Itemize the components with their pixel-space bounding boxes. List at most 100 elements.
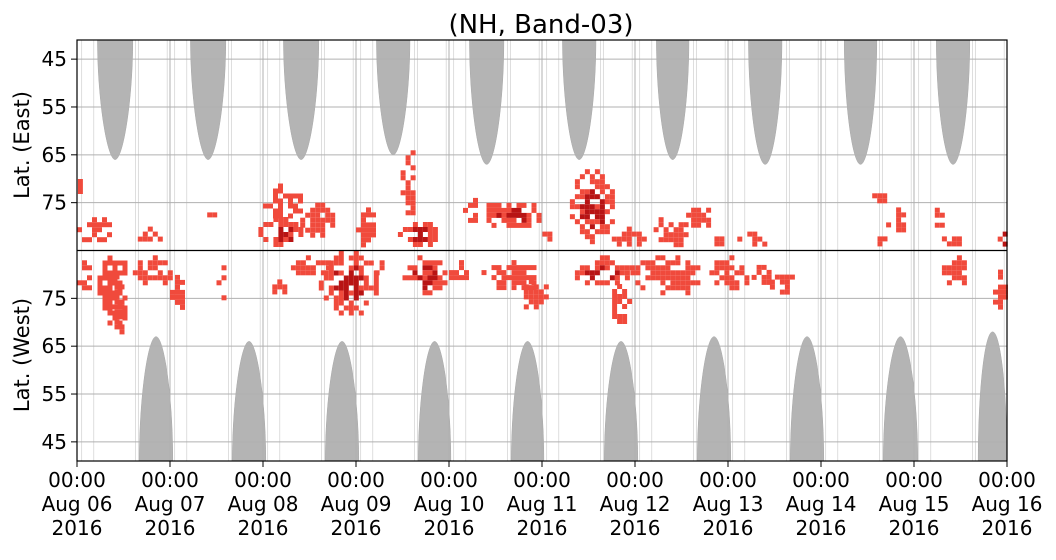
echo-cell bbox=[102, 295, 108, 301]
echo-cell bbox=[102, 237, 107, 243]
echo-cell bbox=[614, 275, 620, 281]
echo-cell bbox=[273, 213, 278, 219]
echo-cell bbox=[459, 265, 464, 271]
echo-cell bbox=[680, 280, 686, 286]
no-data-region-12 bbox=[232, 341, 267, 462]
echo-cell bbox=[278, 222, 284, 227]
echo-cell bbox=[107, 260, 113, 266]
x-tick-label: Aug 14 bbox=[786, 492, 857, 516]
echo-cluster-9 bbox=[207, 212, 218, 218]
echo-cell bbox=[273, 208, 278, 214]
echo-cell bbox=[142, 236, 148, 242]
x-tick-label: Aug 16 bbox=[972, 492, 1043, 516]
echo-cell bbox=[516, 222, 522, 228]
echo-cell bbox=[589, 189, 595, 195]
echo-cell bbox=[685, 285, 691, 291]
no-data-region-17 bbox=[697, 336, 732, 462]
echo-cell bbox=[599, 174, 605, 180]
echo-cell bbox=[574, 275, 580, 281]
echo-cell bbox=[696, 217, 702, 223]
echo-cell bbox=[599, 219, 605, 225]
echo-cell bbox=[175, 284, 180, 290]
echo-cell bbox=[323, 275, 329, 281]
echo-cell bbox=[464, 270, 469, 276]
echo-cell bbox=[574, 219, 580, 225]
echo-cell bbox=[330, 222, 336, 228]
echo-cell bbox=[526, 217, 532, 223]
echo-cell bbox=[665, 260, 671, 266]
echo-cell bbox=[87, 222, 92, 228]
echo-cell bbox=[167, 275, 173, 281]
echo-cell bbox=[282, 289, 288, 295]
echo-cell bbox=[142, 275, 148, 281]
echo-cell bbox=[491, 265, 497, 271]
echo-cell bbox=[107, 320, 113, 326]
echo-cell bbox=[119, 314, 125, 320]
echo-cell bbox=[112, 265, 118, 271]
echo-cell bbox=[305, 227, 311, 233]
echo-cell bbox=[422, 265, 428, 271]
echo-cell bbox=[320, 217, 326, 223]
echo-cell bbox=[137, 275, 143, 281]
echo-cell bbox=[363, 280, 369, 286]
echo-cell bbox=[310, 270, 316, 276]
echo-cell bbox=[102, 270, 108, 276]
echo-cell bbox=[655, 255, 661, 261]
echo-cell bbox=[427, 260, 433, 266]
echo-cell bbox=[670, 260, 676, 266]
echo-cell bbox=[660, 265, 666, 271]
echo-cell bbox=[729, 280, 735, 286]
echo-cell bbox=[175, 274, 180, 280]
echo-cell bbox=[599, 179, 605, 185]
echo-cell bbox=[579, 189, 585, 195]
echo-cluster-28 bbox=[569, 169, 615, 245]
echo-cell bbox=[410, 190, 416, 196]
echo-cell bbox=[263, 222, 269, 227]
echo-cell bbox=[934, 222, 940, 228]
echo-cell bbox=[87, 237, 92, 243]
echo-cell bbox=[114, 284, 120, 290]
echo-cell bbox=[516, 212, 522, 218]
echo-cell bbox=[538, 294, 544, 300]
echo-cell bbox=[673, 232, 679, 238]
echo-cell bbox=[353, 280, 359, 286]
echo-cell bbox=[521, 222, 527, 228]
echo-cell bbox=[506, 222, 512, 228]
echo-cluster-38 bbox=[751, 264, 772, 285]
echo-cell bbox=[675, 260, 681, 266]
echo-cell bbox=[310, 227, 316, 233]
echo-cell bbox=[273, 237, 279, 242]
echo-cell bbox=[417, 242, 423, 247]
echo-cluster-26 bbox=[523, 279, 549, 310]
echo-cell bbox=[626, 226, 632, 232]
echo-cell bbox=[473, 217, 478, 223]
echo-cell bbox=[951, 265, 957, 271]
echo-cell bbox=[293, 203, 298, 209]
echo-cell bbox=[273, 193, 278, 199]
echo-cell bbox=[119, 284, 125, 290]
echo-cluster-33 bbox=[653, 217, 689, 248]
echo-cell bbox=[526, 222, 532, 228]
echo-cell bbox=[511, 260, 517, 266]
echo-cell bbox=[762, 241, 768, 247]
echo-cell bbox=[882, 236, 888, 242]
echo-cell bbox=[624, 265, 630, 271]
echo-cell bbox=[511, 280, 517, 286]
echo-cell bbox=[521, 275, 527, 281]
echo-cell bbox=[779, 289, 785, 295]
x-tick-label: 00:00 bbox=[513, 468, 571, 492]
echo-cell bbox=[784, 279, 790, 285]
echo-cell bbox=[315, 227, 321, 233]
echo-cell bbox=[162, 275, 168, 281]
echo-cell bbox=[417, 237, 423, 242]
echo-cell bbox=[112, 270, 118, 276]
echo-cell bbox=[221, 265, 227, 271]
echo-cell bbox=[501, 207, 507, 213]
echo-cell bbox=[97, 237, 102, 243]
echo-cell bbox=[516, 207, 522, 213]
echo-cluster-39 bbox=[769, 274, 795, 295]
echo-cell bbox=[142, 231, 148, 237]
echo-cell bbox=[363, 275, 369, 281]
echo-cell bbox=[107, 222, 112, 228]
echo-cell bbox=[680, 275, 686, 281]
